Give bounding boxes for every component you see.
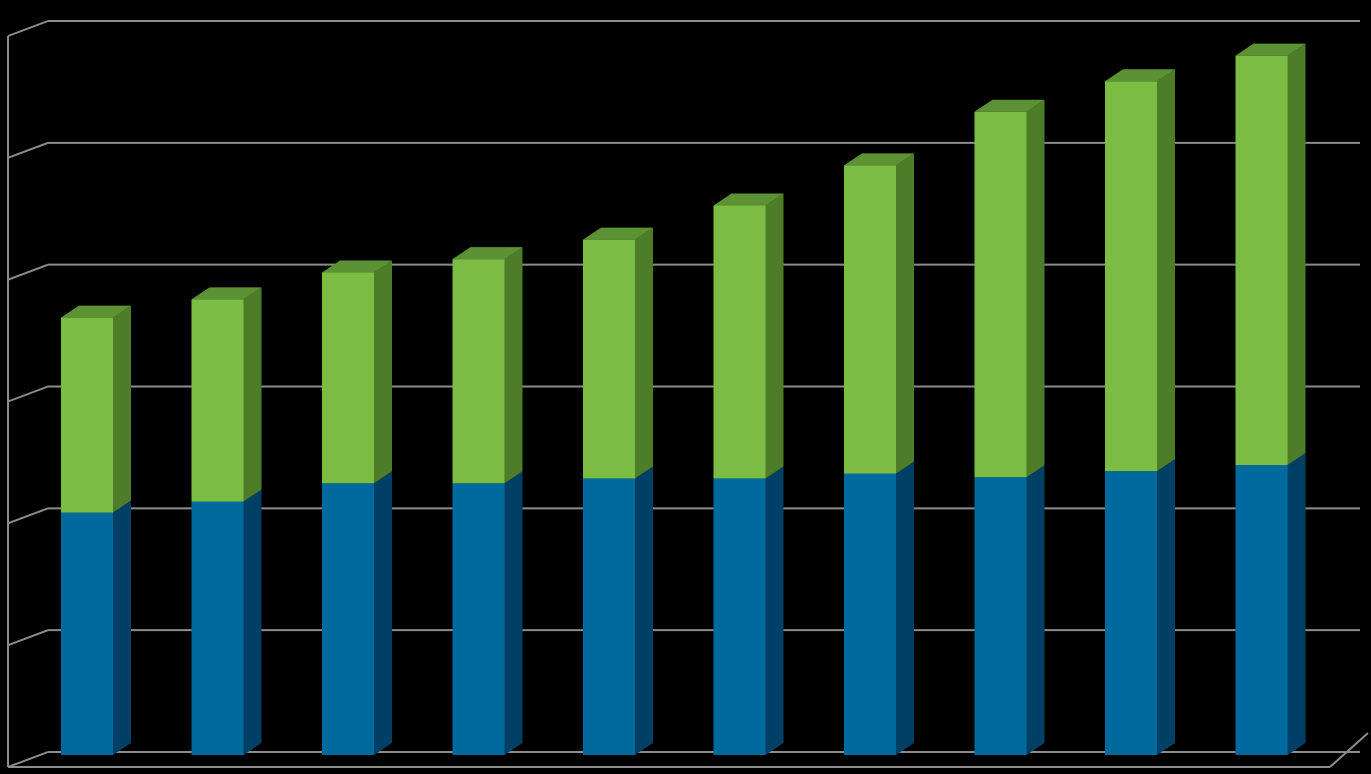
bar-top [583, 227, 653, 240]
bar-top [452, 247, 523, 260]
bar-segment-side [635, 227, 653, 479]
bar-segment-side [243, 489, 262, 755]
bar-segment-front [1105, 471, 1157, 755]
bar-segment-front [61, 512, 113, 755]
bar-segment-side [1026, 465, 1045, 755]
bar-segment-side [374, 260, 392, 484]
bar-top [61, 305, 131, 318]
bar-segment-front [322, 272, 374, 484]
bar-segment-front [583, 478, 635, 755]
bars [61, 43, 1306, 755]
bar-segment-side [1157, 459, 1175, 755]
bar-stack [322, 260, 392, 755]
bar-stack [974, 99, 1045, 755]
bar-stack [844, 153, 914, 755]
bar-segment-side [896, 461, 914, 755]
bar-segment-side [635, 466, 653, 755]
bar-segment-front [452, 483, 505, 755]
bar-segment-front [844, 473, 896, 755]
bar-segment-side [113, 500, 131, 755]
gridline-depth [7, 141, 49, 159]
bar-top [1105, 69, 1175, 82]
bar-stack [713, 193, 784, 755]
bar-segment-side [1157, 69, 1175, 472]
gridline-depth [7, 20, 49, 37]
bar-stack [61, 305, 131, 755]
bar-segment-front [1235, 465, 1288, 755]
bar-segment-side [243, 287, 262, 502]
bar-stack [452, 247, 523, 755]
bar-segment-front [1235, 55, 1288, 466]
bar-stack [1105, 69, 1175, 755]
bar-segment-side [113, 305, 131, 513]
gridline-depth [7, 507, 49, 525]
bar-segment-side [896, 153, 914, 474]
bar-top [1235, 43, 1306, 56]
bar-segment-front [974, 111, 1027, 478]
bar-stack [583, 227, 653, 755]
gridline-depth [7, 751, 49, 768]
bar-segment-side [504, 471, 523, 755]
floor-edge-depth [1329, 732, 1369, 768]
bar-segment-side [1026, 99, 1045, 478]
gridline-depth [7, 629, 49, 647]
bar-segment-front [713, 205, 766, 479]
bar-segment-side [374, 471, 392, 755]
bar-stack [1235, 43, 1306, 755]
bar-segment-front [583, 239, 635, 479]
bar-segment-front [322, 483, 374, 755]
bar-segment-front [974, 477, 1027, 755]
bar-segment-front [191, 299, 244, 502]
bar-segment-front [713, 478, 766, 755]
bar-top [191, 287, 262, 300]
bar-segment-front [844, 165, 896, 474]
gridline-depth [7, 385, 49, 403]
bar-segment-front [452, 259, 505, 484]
bar-stack [191, 287, 262, 755]
bar-segment-front [1105, 81, 1157, 472]
bar-top [713, 193, 784, 206]
bar-segment-side [1287, 453, 1306, 755]
bar-top [974, 99, 1045, 112]
bar-segment-side [1287, 43, 1306, 466]
bar-segment-side [765, 193, 784, 479]
bar-segment-side [765, 466, 784, 755]
gridline-depth [7, 263, 49, 281]
bar-segment-side [504, 247, 523, 484]
bar-segment-front [191, 501, 244, 755]
bar-segment-front [61, 317, 113, 513]
bar-top [322, 260, 392, 273]
bar-top [844, 153, 914, 166]
